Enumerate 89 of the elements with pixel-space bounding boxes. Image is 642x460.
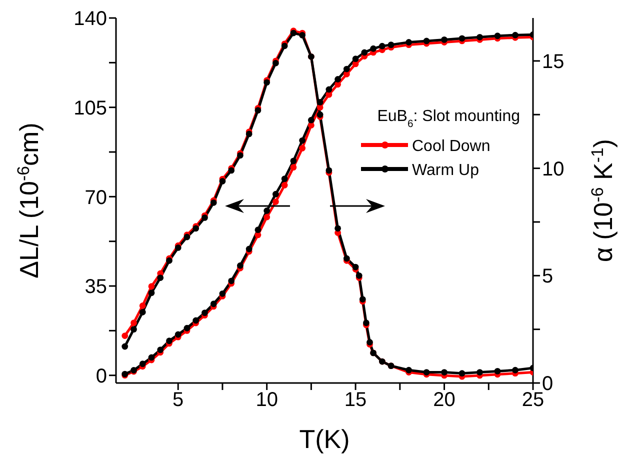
point	[148, 290, 155, 296]
point	[316, 111, 324, 118]
point	[494, 32, 501, 40]
x-axis-title: T(K)	[299, 424, 350, 454]
y2-tick-label: 10	[542, 158, 564, 180]
y2-tick-label: 5	[542, 266, 554, 288]
point	[476, 369, 483, 376]
point	[122, 332, 128, 339]
x-tick-label: 15	[344, 389, 367, 412]
x-tick-label: 10	[256, 389, 278, 412]
legend-label: Warm Up	[412, 162, 480, 179]
x-tick-label: 5	[172, 389, 184, 412]
point	[237, 152, 244, 159]
point	[281, 176, 288, 182]
point	[192, 317, 200, 324]
x-tick-label: 25	[522, 389, 544, 412]
x-tick-label: 20	[433, 389, 456, 412]
point	[370, 45, 376, 52]
point	[237, 262, 244, 269]
point	[299, 144, 306, 152]
point	[174, 331, 182, 338]
point	[157, 346, 164, 354]
point	[139, 308, 146, 316]
point	[246, 246, 252, 252]
point	[334, 76, 342, 82]
point	[254, 107, 262, 114]
point	[264, 79, 270, 86]
point	[316, 99, 324, 106]
point	[512, 32, 518, 38]
point	[272, 198, 279, 205]
point	[202, 310, 208, 316]
y-tick-label: 35	[84, 276, 107, 298]
point	[406, 39, 412, 46]
point	[458, 370, 466, 377]
point	[308, 116, 314, 124]
point	[139, 302, 146, 309]
point	[272, 190, 279, 198]
point	[423, 369, 430, 376]
point	[356, 272, 362, 279]
point	[423, 38, 430, 44]
y-tick-label: 0	[96, 365, 107, 388]
point	[299, 137, 306, 144]
point	[343, 66, 350, 72]
point	[228, 167, 235, 174]
point	[228, 278, 235, 284]
point	[378, 42, 386, 50]
y2-tick-label: 15	[542, 51, 564, 74]
point	[406, 366, 412, 374]
point	[148, 354, 155, 361]
point	[281, 42, 288, 50]
point	[441, 369, 448, 376]
point	[130, 320, 137, 326]
point	[148, 283, 155, 290]
point	[290, 158, 297, 164]
y-tick-label: 140	[74, 8, 107, 30]
point	[476, 34, 483, 40]
point	[264, 208, 270, 214]
point	[264, 214, 270, 220]
point	[512, 366, 518, 374]
point	[359, 296, 366, 302]
point	[458, 35, 466, 42]
point	[352, 56, 359, 62]
legend-title: EuB$_{6}$: Slot mounting	[377, 108, 520, 130]
point	[184, 324, 190, 332]
point	[361, 49, 368, 56]
point	[281, 182, 288, 188]
point	[192, 225, 200, 232]
point	[290, 164, 297, 171]
point	[326, 86, 332, 93]
point	[388, 42, 394, 48]
point	[166, 338, 172, 344]
point	[494, 368, 501, 374]
point	[441, 36, 448, 43]
point	[254, 226, 262, 234]
y-tick-label: 70	[84, 186, 107, 209]
y2-tick-label: 0	[542, 373, 554, 396]
point	[130, 326, 137, 333]
y-tick-label: 105	[74, 97, 107, 120]
point	[157, 274, 164, 281]
point	[334, 225, 342, 232]
point	[174, 244, 182, 251]
point	[219, 290, 226, 297]
point	[352, 264, 359, 270]
point	[139, 360, 146, 368]
point	[122, 343, 128, 350]
point	[210, 300, 217, 308]
legend-label: Cool Down	[412, 138, 490, 155]
point	[366, 339, 373, 346]
point	[246, 130, 252, 138]
